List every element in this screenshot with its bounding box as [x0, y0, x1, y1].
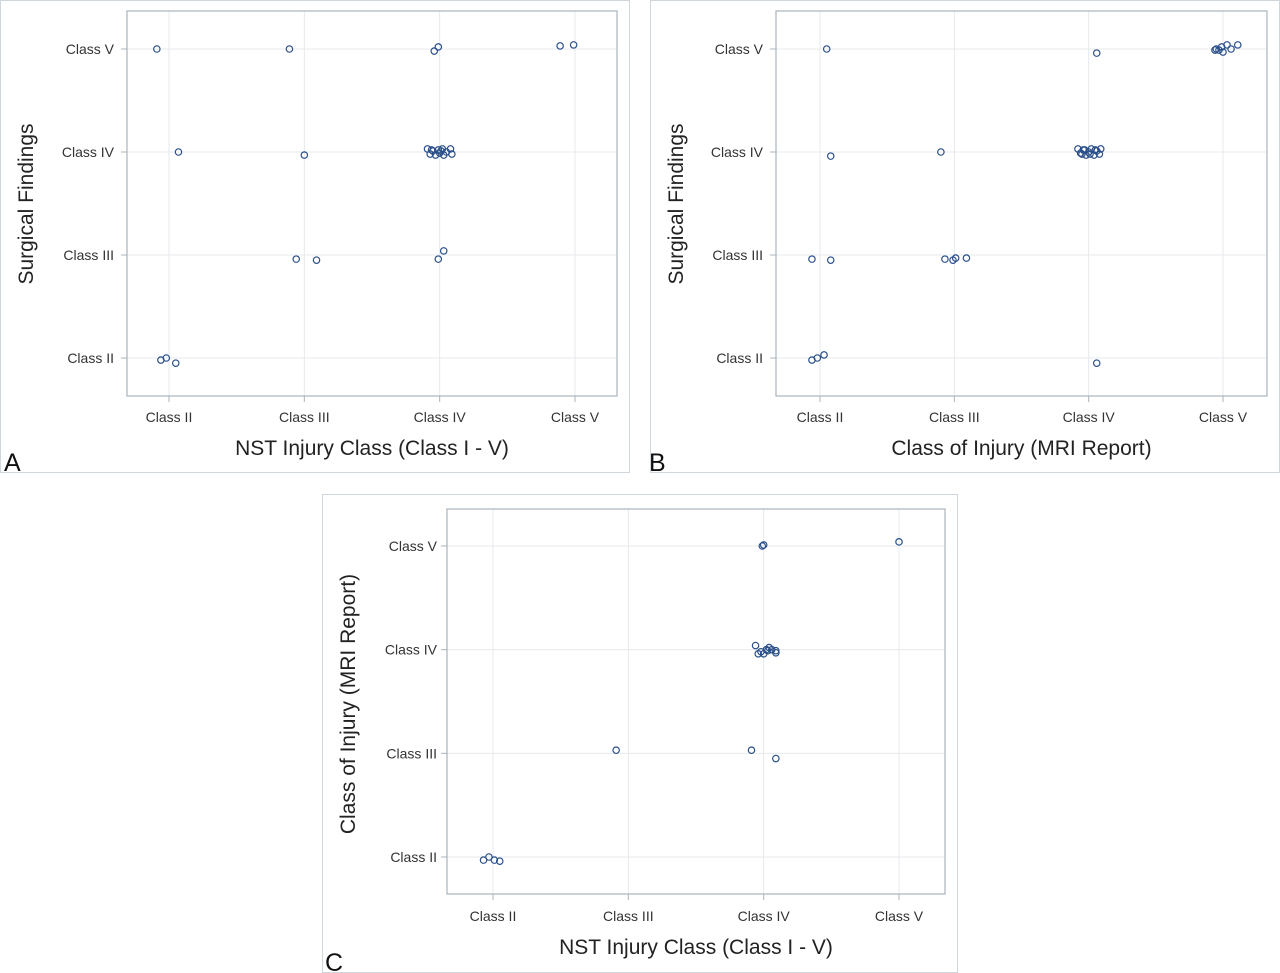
y-tick-label: Class II	[716, 350, 763, 366]
data-point	[300, 151, 309, 159]
data-point	[174, 148, 183, 156]
data-point	[937, 148, 945, 156]
y-tick-label: Class V	[389, 538, 438, 554]
y-tick-label: Class V	[66, 41, 115, 57]
data-point	[820, 351, 828, 359]
panel-a: Class II Class III Class IV Class V Class II…	[0, 0, 630, 477]
y-tick-label: Class III	[712, 247, 763, 263]
x-tick-label: Class V	[1199, 409, 1248, 425]
panel-label: B	[649, 449, 666, 477]
data-point	[951, 254, 960, 262]
data-point	[1223, 41, 1231, 49]
x-tick-label: Class V	[551, 409, 600, 425]
data-point	[772, 648, 780, 657]
y-tick-label: Class II	[67, 350, 114, 366]
y-axis-title: Surgical Findings	[665, 123, 688, 284]
panel-label: A	[4, 449, 21, 477]
data-point	[751, 641, 760, 650]
data-point	[826, 152, 835, 160]
data-point	[772, 754, 780, 763]
x-tick-label: Class III	[279, 409, 330, 425]
x-tick-label: Class V	[875, 908, 924, 924]
x-tick-label: Class II	[797, 409, 844, 425]
data-point	[941, 255, 949, 263]
y-tick-label: Class II	[390, 849, 437, 865]
data-point	[1092, 359, 1101, 367]
data-point	[813, 354, 822, 362]
data-point	[556, 42, 564, 50]
data-point	[485, 853, 493, 861]
data-point	[430, 47, 439, 55]
data-point	[312, 256, 321, 264]
data-point	[292, 255, 301, 263]
data-point	[826, 256, 835, 264]
x-axis-title: NST Injury Class (Class I - V)	[559, 936, 833, 959]
x-tick-label: Class II	[470, 908, 517, 924]
data-point	[1078, 150, 1086, 158]
plot-frame	[126, 10, 618, 397]
x-tick-label: Class III	[603, 908, 654, 924]
data-point	[438, 145, 447, 153]
data-point	[427, 146, 436, 154]
chart-a-svg: Class II Class III Class IV Class V Class II…	[4, 10, 618, 477]
data-point	[153, 45, 161, 53]
data-point	[448, 150, 456, 158]
y-axis-title: Surgical Findings	[15, 123, 38, 284]
data-point	[772, 646, 780, 655]
data-point	[612, 746, 620, 755]
data-point	[1219, 48, 1227, 56]
x-axis-title: Class of Injury (MRI Report)	[891, 437, 1151, 460]
data-point	[285, 45, 294, 53]
x-tick-label: Class III	[929, 409, 980, 425]
data-point	[479, 856, 488, 864]
data-point	[569, 41, 578, 49]
data-point	[1227, 45, 1235, 53]
data-point	[1211, 46, 1219, 54]
x-tick-label: Class IV	[414, 409, 467, 425]
data-point	[1092, 49, 1101, 57]
data-point	[446, 145, 455, 153]
data-point	[763, 646, 772, 655]
plot-frame	[446, 508, 946, 895]
x-axis-title: NST Injury Class (Class I - V)	[235, 437, 509, 460]
data-point	[490, 856, 499, 864]
x-tick-label: Class IV	[738, 908, 791, 924]
data-point	[895, 538, 903, 546]
y-tick-label: Class IV	[385, 642, 438, 658]
data-point	[495, 857, 504, 865]
panel-label: C	[325, 949, 343, 973]
y-tick-label: Class IV	[62, 144, 115, 160]
y-axis-title: Class of Injury (MRI Report)	[337, 574, 360, 834]
data-point	[1096, 145, 1105, 153]
y-tick-label: Class IV	[711, 144, 764, 160]
y-tick-label: Class V	[715, 41, 764, 57]
data-point	[171, 359, 180, 367]
y-tick-label: Class III	[63, 247, 114, 263]
x-tick-label: Class II	[146, 409, 193, 425]
y-tick-label: Class III	[386, 745, 437, 761]
data-point	[1086, 150, 1094, 158]
panel-c: Class II Class III Class IV Class V Class II…	[322, 494, 958, 973]
data-point	[759, 541, 768, 549]
data-point	[439, 247, 448, 255]
data-point	[162, 354, 171, 362]
panel-b: Class II Class III Class IV Class V Class II…	[649, 0, 1280, 477]
data-point	[434, 43, 443, 51]
data-point	[822, 45, 831, 53]
data-point	[747, 746, 756, 755]
data-point	[758, 542, 767, 550]
data-point	[1233, 41, 1242, 49]
data-point	[808, 255, 816, 263]
chart-b-svg: Class II Class III Class IV Class V Class II…	[649, 10, 1268, 477]
chart-c-svg: Class II Class III Class IV Class V Class II…	[325, 508, 946, 973]
data-point	[962, 254, 971, 262]
data-point	[434, 255, 443, 263]
plot-frame	[775, 10, 1268, 397]
x-tick-label: Class IV	[1063, 409, 1116, 425]
data-point	[1095, 150, 1104, 158]
data-point	[1091, 146, 1100, 154]
